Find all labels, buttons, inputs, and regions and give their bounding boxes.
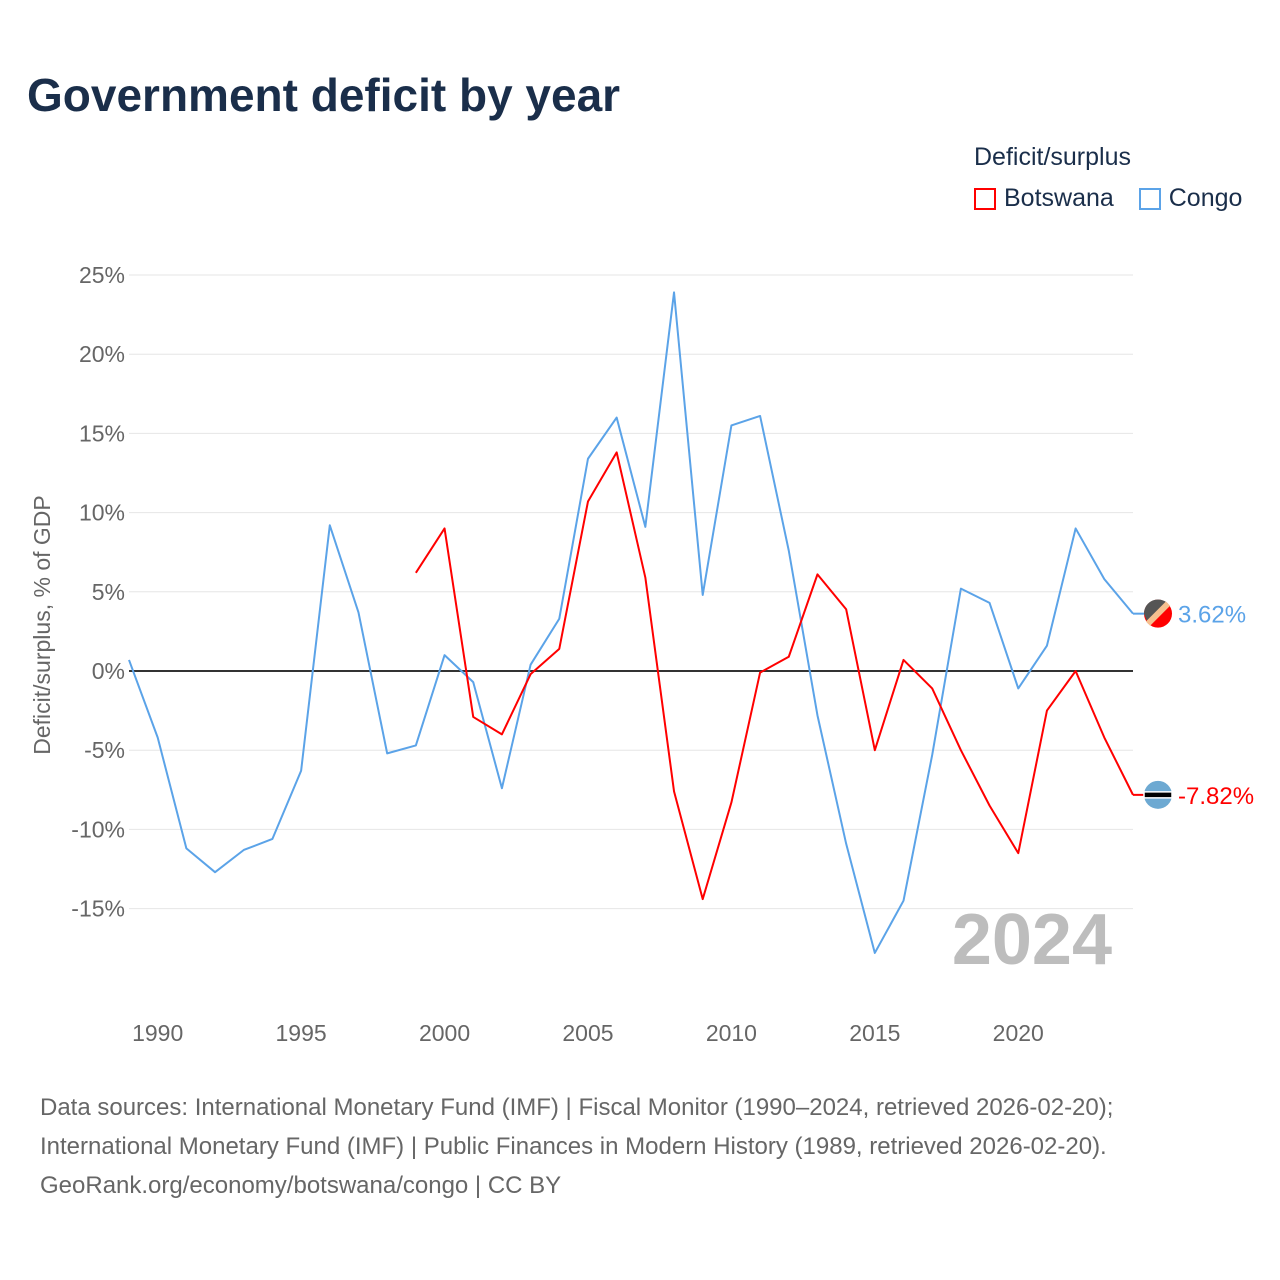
x-tick-label: 2005: [562, 1020, 613, 1046]
footer-source-1: Data sources: International Monetary Fun…: [40, 1094, 1114, 1121]
footer-credit: GeoRank.org/economy/botswana/congo | CC …: [40, 1172, 562, 1199]
x-tick-label: 1990: [132, 1020, 183, 1046]
y-tick-label: 20%: [79, 341, 125, 367]
y-tick-label: -15%: [71, 896, 125, 922]
legend-title: Deficit/surplus: [974, 143, 1131, 171]
x-tick-label: 2000: [419, 1020, 470, 1046]
x-tick-label: 2015: [849, 1020, 900, 1046]
y-axis-label: Deficit/surplus, % of GDP: [29, 495, 55, 754]
y-tick-label: -5%: [84, 737, 125, 763]
congo-flag-band: [1145, 601, 1171, 626]
series-line-botswana: [415, 451, 1134, 901]
legend: Deficit/surplus Botswana Congo: [974, 143, 1260, 217]
y-tick-label: 10%: [79, 500, 125, 526]
legend-label-botswana: Botswana: [1004, 184, 1114, 212]
chart-title: Government deficit by year: [27, 69, 621, 121]
x-tick-label: 2010: [706, 1020, 757, 1046]
footer-source-2: International Monetary Fund (IMF) | Publ…: [40, 1133, 1107, 1160]
footer: Data sources: International Monetary Fun…: [40, 1088, 1113, 1205]
y-tick-label: 15%: [79, 420, 125, 446]
x-tick-label: 1995: [276, 1020, 327, 1046]
legend-swatch-congo: [1138, 187, 1161, 210]
y-tick-label: 0%: [92, 658, 125, 684]
x-tick-label: 2020: [993, 1020, 1044, 1046]
y-tick-label: 5%: [92, 579, 125, 605]
y-tick-label: 25%: [79, 262, 125, 288]
legend-label-congo: Congo: [1168, 184, 1243, 212]
end-label-congo: 3.62%: [1178, 602, 1246, 629]
year-watermark: 2024: [952, 900, 1112, 980]
series-line-congo: [128, 291, 1134, 954]
end-label-botswana: -7.82%: [1178, 783, 1254, 810]
y-tick-label: -10%: [71, 816, 125, 842]
legend-item-congo[interactable]: Congo: [1138, 184, 1243, 213]
legend-item-botswana[interactable]: Botswana: [974, 184, 1114, 213]
legend-swatch-botswana: [974, 187, 996, 210]
botswana-flag-stripe: [1143, 791, 1173, 799]
